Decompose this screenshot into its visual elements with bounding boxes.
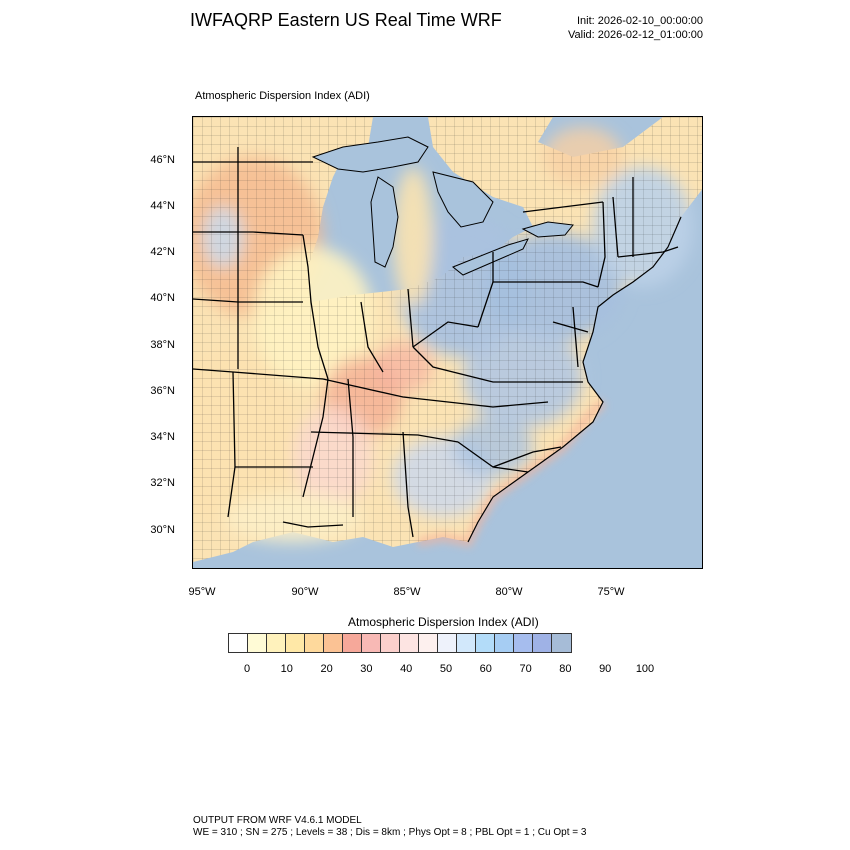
lat-label-44: 44°N xyxy=(150,200,175,212)
model-config: WE = 310 ; SN = 275 ; Levels = 38 ; Dis … xyxy=(193,827,587,838)
lake-erie xyxy=(452,238,529,276)
county-lines xyxy=(193,117,702,562)
colorbar-swatch xyxy=(305,634,324,652)
colorbar-swatch xyxy=(248,634,267,652)
map-canvas xyxy=(193,117,702,568)
colorbar-tick-label: 70 xyxy=(519,663,532,675)
colorbar xyxy=(228,633,572,653)
lat-label-40: 40°N xyxy=(150,292,175,304)
lat-label-30: 30°N xyxy=(150,524,175,536)
colorbar-swatch xyxy=(476,634,495,652)
lon-label-75: 75°W xyxy=(597,586,625,598)
state-borders xyxy=(193,147,679,538)
lon-label-90: 90°W xyxy=(291,586,319,598)
colorbar-swatch xyxy=(514,634,533,652)
colorbar-swatch xyxy=(400,634,419,652)
colorbar-tick-label: 50 xyxy=(439,663,453,675)
colorbar-tick-label: 60 xyxy=(479,663,492,675)
colorbar-tick-label: 30 xyxy=(360,663,373,675)
colorbar-swatch xyxy=(286,634,305,652)
colorbar-title: Atmospheric Dispersion Index (ADI) xyxy=(348,615,539,629)
colorbar-swatch xyxy=(438,634,457,652)
colorbar-tick-label: 80 xyxy=(559,663,572,675)
colorbar-swatch xyxy=(267,634,286,652)
lat-label-34: 34°N xyxy=(150,431,175,443)
colorbar-tick-label: 20 xyxy=(320,663,333,675)
colorbar-swatch xyxy=(324,634,343,652)
lake-ontario xyxy=(521,221,574,238)
colorbar-tick-label: 100 xyxy=(635,663,655,675)
colorbar-swatch xyxy=(381,634,400,652)
lake-michigan xyxy=(370,176,399,268)
lat-label-42: 42°N xyxy=(150,246,175,258)
coastline xyxy=(467,216,682,543)
lat-label-38: 38°N xyxy=(150,339,175,351)
lon-label-80: 80°W xyxy=(495,586,523,598)
lake-superior xyxy=(311,136,429,173)
lake-huron xyxy=(432,171,494,228)
model-info: OUTPUT FROM WRF V4.6.1 MODEL WE = 310 ; … xyxy=(193,815,586,839)
init-time: Init: 2026-02-10_00:00:00 xyxy=(577,15,703,27)
colorbar-tick-label: 40 xyxy=(400,663,413,675)
colorbar-swatch xyxy=(419,634,438,652)
map-panel xyxy=(192,116,703,569)
colorbar-tick-label: 10 xyxy=(280,663,293,675)
colorbar-tick-label: 90 xyxy=(599,663,612,675)
colorbar-swatch xyxy=(495,634,514,652)
colorbar-swatch xyxy=(552,634,571,652)
timestamp-block: Init: 2026-02-10_00:00:00 Valid: 2026-02… xyxy=(568,14,703,42)
colorbar-swatch xyxy=(457,634,476,652)
lon-label-95: 95°W xyxy=(188,586,216,598)
page-title: IWFAQRP Eastern US Real Time WRF xyxy=(190,10,502,30)
colorbar-tick-label: 0 xyxy=(243,663,251,675)
lat-label-32: 32°N xyxy=(150,477,175,489)
colorbar-swatch xyxy=(362,634,381,652)
colorbar-swatch xyxy=(229,634,248,652)
colorbar-swatch xyxy=(343,634,362,652)
lon-label-85: 85°W xyxy=(393,586,421,598)
model-version: OUTPUT FROM WRF V4.6.1 MODEL xyxy=(193,815,362,826)
colorbar-swatch xyxy=(533,634,552,652)
field-title: Atmospheric Dispersion Index (ADI) xyxy=(195,90,370,102)
lat-label-36: 36°N xyxy=(150,385,175,397)
valid-time: Valid: 2026-02-12_01:00:00 xyxy=(568,29,703,41)
lat-label-46: 46°N xyxy=(150,154,175,166)
